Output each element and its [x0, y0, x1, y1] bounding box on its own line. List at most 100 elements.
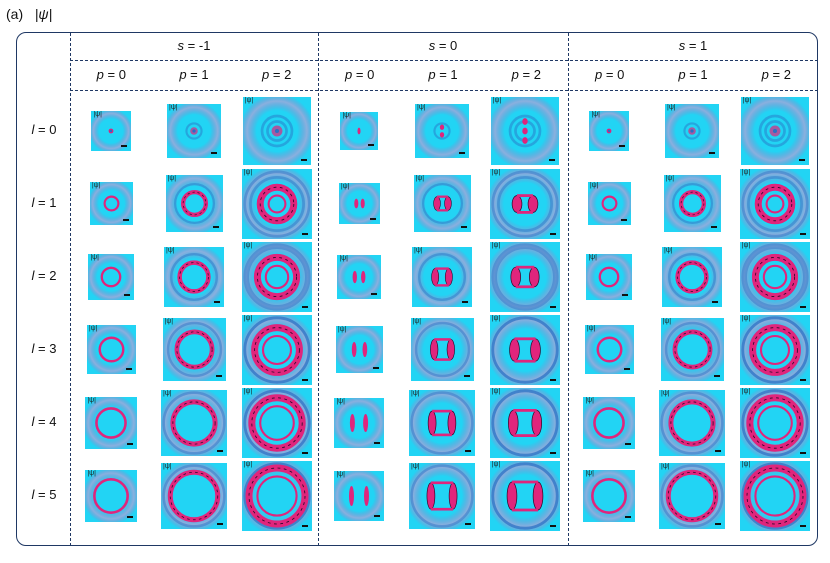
- scale-bar: [301, 524, 308, 527]
- sub-header-0-1: p = 1: [153, 67, 236, 82]
- sub-header-1-2-eq: =: [518, 67, 534, 82]
- mode-tile-s2-p1-l1: |ψ|: [663, 175, 721, 232]
- tile-label: |ψ|: [662, 318, 672, 325]
- group-header-2-param: s: [678, 38, 686, 53]
- mode-tile-s0-p1-l2: |ψ|: [164, 246, 224, 307]
- tile-label: |ψ|: [414, 246, 423, 254]
- sub-header-2-1-eq: =: [685, 67, 701, 82]
- scale-bar: [124, 293, 131, 296]
- scale-bar: [462, 300, 468, 303]
- mode-tile-s2-p1-l0: |ψ|: [665, 103, 719, 158]
- mode-pattern: [165, 175, 223, 232]
- mode-tile-s1-p1-l0: |ψ|: [415, 103, 469, 158]
- mode-pattern: [242, 96, 311, 165]
- mode-tile-s2-p0-l0: |ψ|: [589, 110, 630, 151]
- tile-label: |ψ|: [661, 389, 670, 397]
- mode-pattern: [660, 318, 724, 381]
- sub-header-0-0-eq: =: [103, 67, 119, 82]
- tile-label: |ψ|: [491, 460, 501, 468]
- tile-label: |ψ|: [585, 396, 594, 404]
- mode-tile-s0-p0-l1: |ψ|: [89, 182, 133, 225]
- mode-pattern: [88, 253, 135, 300]
- tile-label: |ψ|: [665, 175, 675, 182]
- mode-tile-s0-p2-l4: |ψ|: [241, 387, 312, 458]
- sub-header-2-2-eq: =: [768, 67, 784, 82]
- scale-bar: [125, 368, 132, 370]
- tile-label: |ψ|: [167, 175, 177, 182]
- mode-pattern: [490, 96, 559, 165]
- row-label-4-param: l: [31, 414, 35, 429]
- mode-tile-s2-p2-l3: |ψ|: [739, 314, 810, 385]
- tile-label: |ψ|: [491, 168, 501, 176]
- scale-bar: [549, 451, 556, 454]
- sub-header-2-2-value: 2: [783, 67, 791, 82]
- mode-tile-s2-p2-l2: |ψ|: [739, 241, 810, 312]
- row-label-4: l = 4: [20, 414, 68, 429]
- mode-pattern: [241, 387, 312, 458]
- mode-tile-s1-p1-l5: |ψ|: [409, 462, 475, 529]
- mode-pattern: [740, 96, 809, 165]
- mode-pattern: [409, 462, 475, 529]
- scale-bar: [620, 219, 627, 221]
- mode-tile-s2-p1-l5: |ψ|: [659, 462, 725, 529]
- scale-bar: [463, 375, 470, 377]
- mode-tile-s2-p2-l0: |ψ|: [740, 96, 809, 165]
- tile-label: |ψ|: [741, 460, 751, 468]
- tile-label: |ψ|: [742, 96, 752, 104]
- scale-bar: [217, 522, 223, 525]
- row-label-5-eq: =: [34, 487, 50, 502]
- sub-header-0-2-eq: =: [269, 67, 285, 82]
- mode-tile-s0-p0-l0: |ψ|: [91, 110, 132, 151]
- mode-tile-s0-p1-l4: |ψ|: [161, 389, 227, 456]
- mode-tile-s1-p2-l3: |ψ|: [489, 314, 560, 385]
- group-header-1-value: 0: [450, 38, 458, 53]
- scale-bar: [549, 305, 556, 308]
- mode-tile-s0-p0-l2: |ψ|: [88, 253, 135, 300]
- row-label-0: l = 0: [20, 122, 68, 137]
- tile-label: |ψ|: [88, 325, 98, 332]
- mode-pattern: [241, 168, 312, 239]
- mode-pattern: [335, 326, 383, 373]
- mode-tile-s0-p0-l3: |ψ|: [86, 325, 136, 374]
- mode-tile-s2-p1-l3: |ψ|: [660, 318, 724, 381]
- scale-bar: [715, 522, 721, 525]
- mode-tile-s1-p2-l5: |ψ|: [489, 460, 560, 531]
- tile-label: |ψ|: [588, 253, 597, 261]
- sub-header-0-1-param: p: [179, 67, 187, 82]
- mode-pattern: [161, 389, 227, 456]
- sub-header-0-0-value: 0: [118, 67, 126, 82]
- scale-bar: [799, 232, 806, 235]
- scale-bar: [301, 451, 308, 454]
- sub-header-1-0-param: p: [345, 67, 353, 82]
- group-header-2-eq: =: [685, 38, 701, 53]
- mode-pattern: [334, 397, 385, 448]
- sub-header-0-0: p = 0: [70, 67, 153, 82]
- row-label-0-value: 0: [49, 122, 57, 137]
- mode-tile-s2-p0-l3: |ψ|: [584, 325, 634, 374]
- mode-tile-s0-p2-l1: |ψ|: [241, 168, 312, 239]
- tile-label: |ψ|: [93, 110, 102, 118]
- sub-header-1-2-value: 2: [533, 67, 541, 82]
- tile-label: |ψ|: [741, 241, 751, 249]
- tile-label: |ψ|: [336, 470, 345, 478]
- scale-bar: [548, 158, 555, 161]
- mode-tile-s1-p1-l3: |ψ|: [410, 318, 474, 381]
- tile-label: |ψ|: [667, 103, 676, 111]
- mode-tile-s1-p1-l4: |ψ|: [409, 389, 475, 456]
- scale-bar: [374, 514, 381, 517]
- sub-header-1-2: p = 2: [485, 67, 568, 82]
- mode-tile-s1-p1-l1: |ψ|: [413, 175, 471, 232]
- scale-bar: [127, 442, 134, 445]
- tile-label: |ψ|: [591, 110, 600, 118]
- tile-label: |ψ|: [163, 462, 172, 470]
- mode-pattern: [415, 103, 469, 158]
- group-header-2: s = 1: [568, 38, 818, 53]
- tile-label: |ψ|: [166, 246, 175, 254]
- sub-header-2-0-value: 0: [617, 67, 625, 82]
- scale-bar: [465, 449, 471, 452]
- scale-bar: [369, 218, 376, 220]
- mode-pattern: [662, 246, 722, 307]
- tile-label: |ψ|: [244, 96, 254, 104]
- group-header-0: s = -1: [70, 38, 318, 53]
- sub-header-0-0-param: p: [96, 67, 104, 82]
